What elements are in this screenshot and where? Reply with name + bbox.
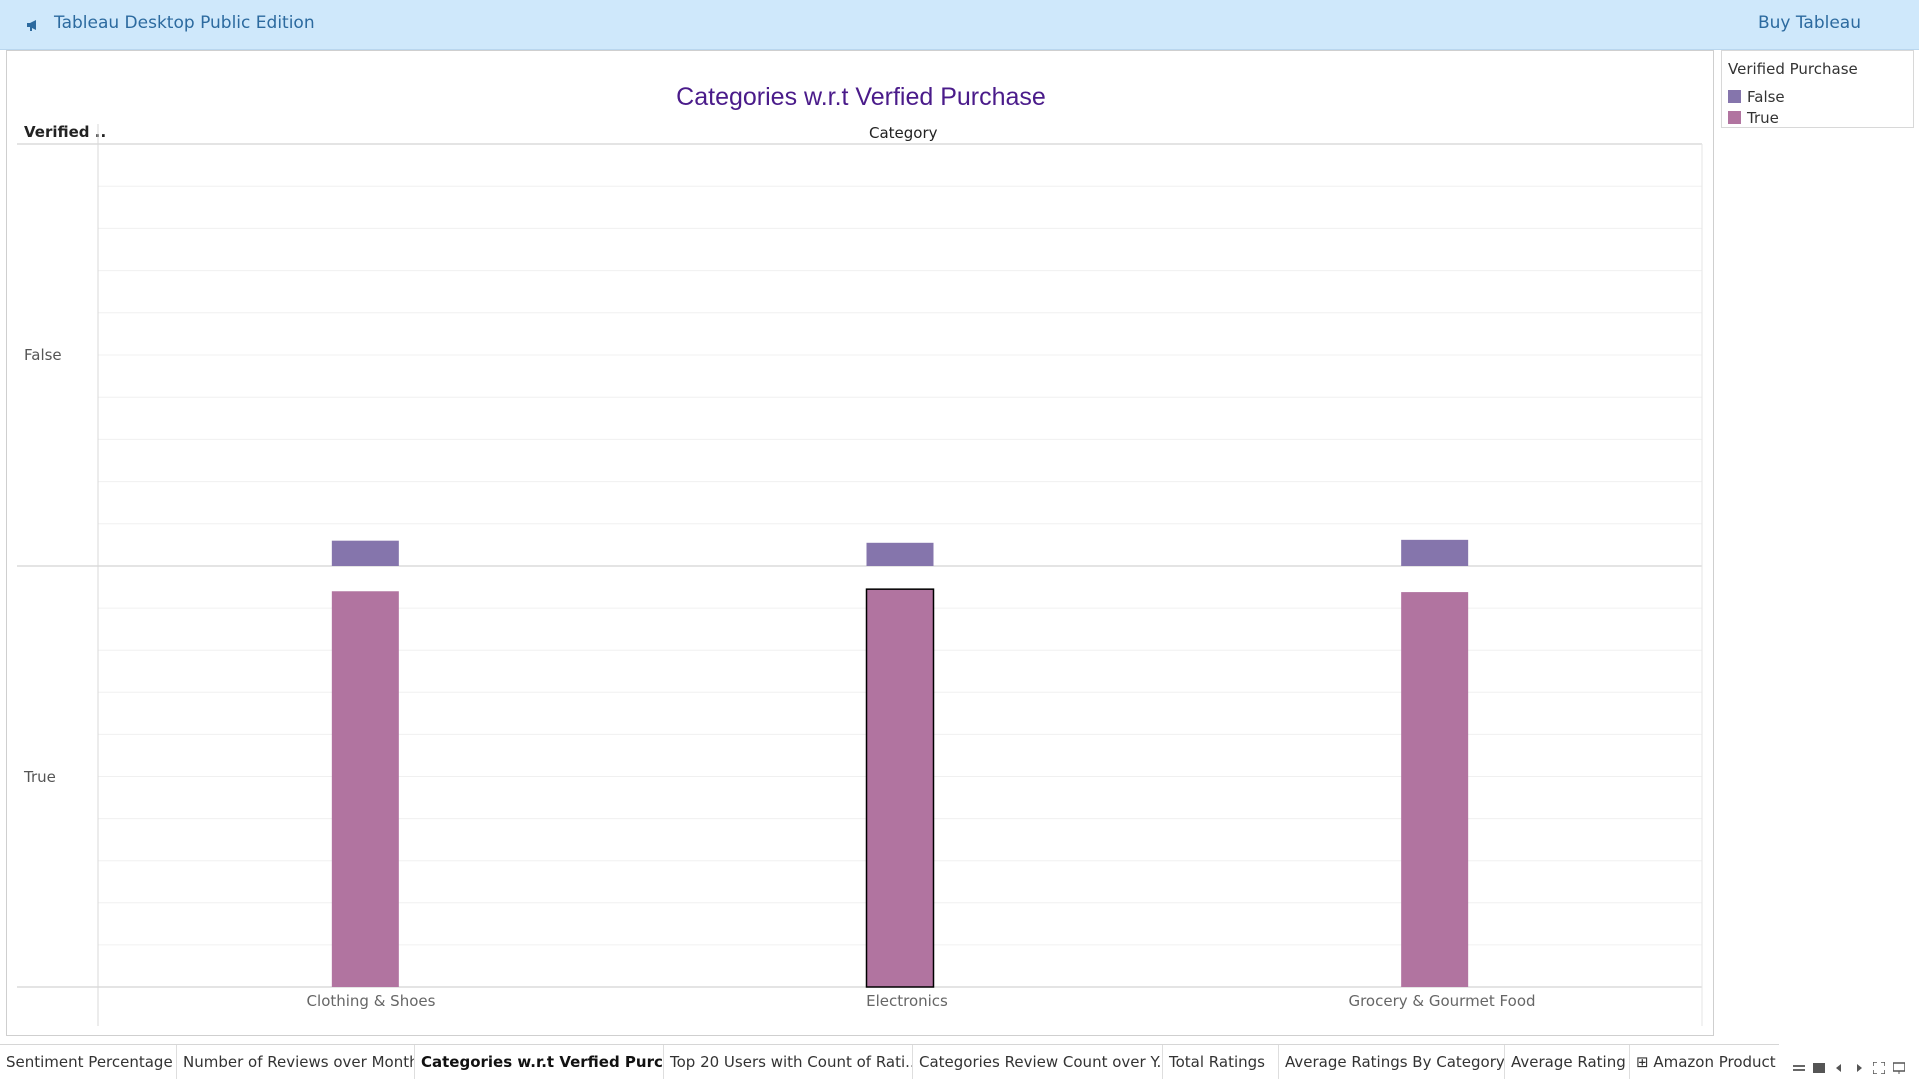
legend-label-false: False <box>1747 88 1785 106</box>
tab-average-rating[interactable]: Average Rating <box>1505 1045 1630 1079</box>
top-bar: Tableau Desktop Public Edition Buy Table… <box>0 0 1919 50</box>
row-header[interactable]: Verified .. <box>24 123 107 141</box>
tab-categories-review-count[interactable]: Categories Review Count over Y... <box>913 1045 1163 1079</box>
row-label-true: True <box>24 768 56 786</box>
tab-sentiment-percentage[interactable]: Sentiment Percentage <box>0 1045 177 1079</box>
tab-categories-verified[interactable]: Categories w.r.t Verfied Purch... <box>415 1045 664 1079</box>
legend-swatch-false <box>1728 90 1741 103</box>
bar-false-2[interactable] <box>1401 539 1469 566</box>
bar-false-0[interactable] <box>331 540 399 566</box>
presentation-mode-icon[interactable] <box>1893 1062 1905 1074</box>
previous-sheet-icon[interactable] <box>1833 1062 1845 1074</box>
show-filmstrip-icon[interactable] <box>1793 1062 1805 1074</box>
legend-title: Verified Purchase <box>1728 60 1858 78</box>
plot-area <box>17 124 1703 1026</box>
legend-swatch-true <box>1728 111 1741 124</box>
bar-false-1[interactable] <box>866 542 934 566</box>
tab-amazon-product-label: Amazon Product R <box>1653 1053 1780 1071</box>
tab-number-of-reviews[interactable]: Number of Reviews over Month <box>177 1045 415 1079</box>
tab-amazon-product-dashboard[interactable]: ⊞ Amazon Product R <box>1630 1045 1780 1079</box>
next-sheet-icon[interactable] <box>1853 1062 1865 1074</box>
tab-controls <box>1779 1044 1919 1079</box>
worksheet: Categories w.r.t Verfied Purchase Verifi… <box>6 50 1714 1036</box>
dashboard-icon: ⊞ <box>1636 1053 1654 1071</box>
row-label-false: False <box>24 346 62 364</box>
bar-true-0[interactable] <box>331 591 399 987</box>
column-header[interactable]: Category <box>869 124 938 142</box>
bar-true-2[interactable] <box>1401 592 1469 987</box>
legend-item-false[interactable]: False <box>1728 88 1785 106</box>
category-label-electronics: Electronics <box>866 992 948 1010</box>
tab-top-20-users[interactable]: Top 20 Users with Count of Rati... <box>664 1045 913 1079</box>
edition-title: Tableau Desktop Public Edition <box>54 13 315 33</box>
tab-average-ratings-by-category[interactable]: Average Ratings By Category <box>1279 1045 1505 1079</box>
buy-tableau-link[interactable]: Buy Tableau <box>1757 13 1861 33</box>
bar-true-1[interactable] <box>865 588 935 988</box>
sheet-tabs: Sentiment Percentage Number of Reviews o… <box>0 1044 1919 1079</box>
legend-label-true: True <box>1747 109 1779 127</box>
chart-title: Categories w.r.t Verfied Purchase <box>676 83 1046 111</box>
legend-item-true[interactable]: True <box>1728 109 1779 127</box>
megaphone-icon <box>27 20 36 31</box>
legend: Verified Purchase False True <box>1721 50 1914 128</box>
tab-total-ratings[interactable]: Total Ratings <box>1163 1045 1279 1079</box>
show-tabs-icon[interactable] <box>1813 1062 1825 1074</box>
category-label-grocery: Grocery & Gourmet Food <box>1348 992 1536 1010</box>
category-label-clothing: Clothing & Shoes <box>306 992 436 1010</box>
fullscreen-icon[interactable] <box>1873 1062 1885 1074</box>
